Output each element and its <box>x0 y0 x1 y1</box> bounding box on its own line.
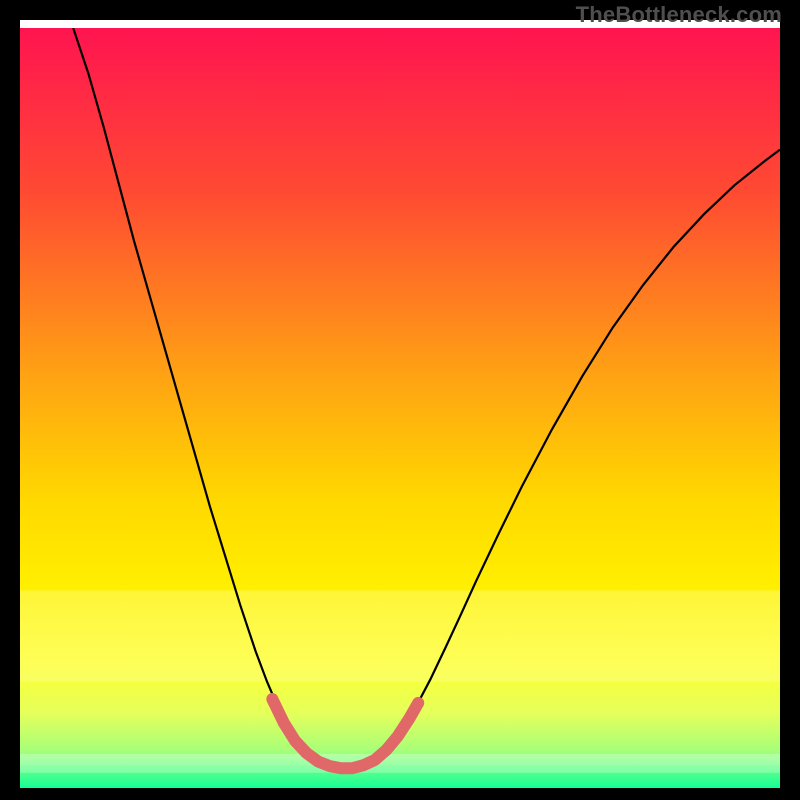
wash-band-2 <box>20 765 780 773</box>
wash-band-0 <box>20 590 780 681</box>
watermark-text: TheBottleneck.com <box>576 2 782 28</box>
chart-frame: TheBottleneck.com <box>0 0 800 800</box>
wash-band-1 <box>20 754 780 765</box>
bottleneck-curve-chart <box>20 28 780 788</box>
plot-area <box>20 28 780 788</box>
